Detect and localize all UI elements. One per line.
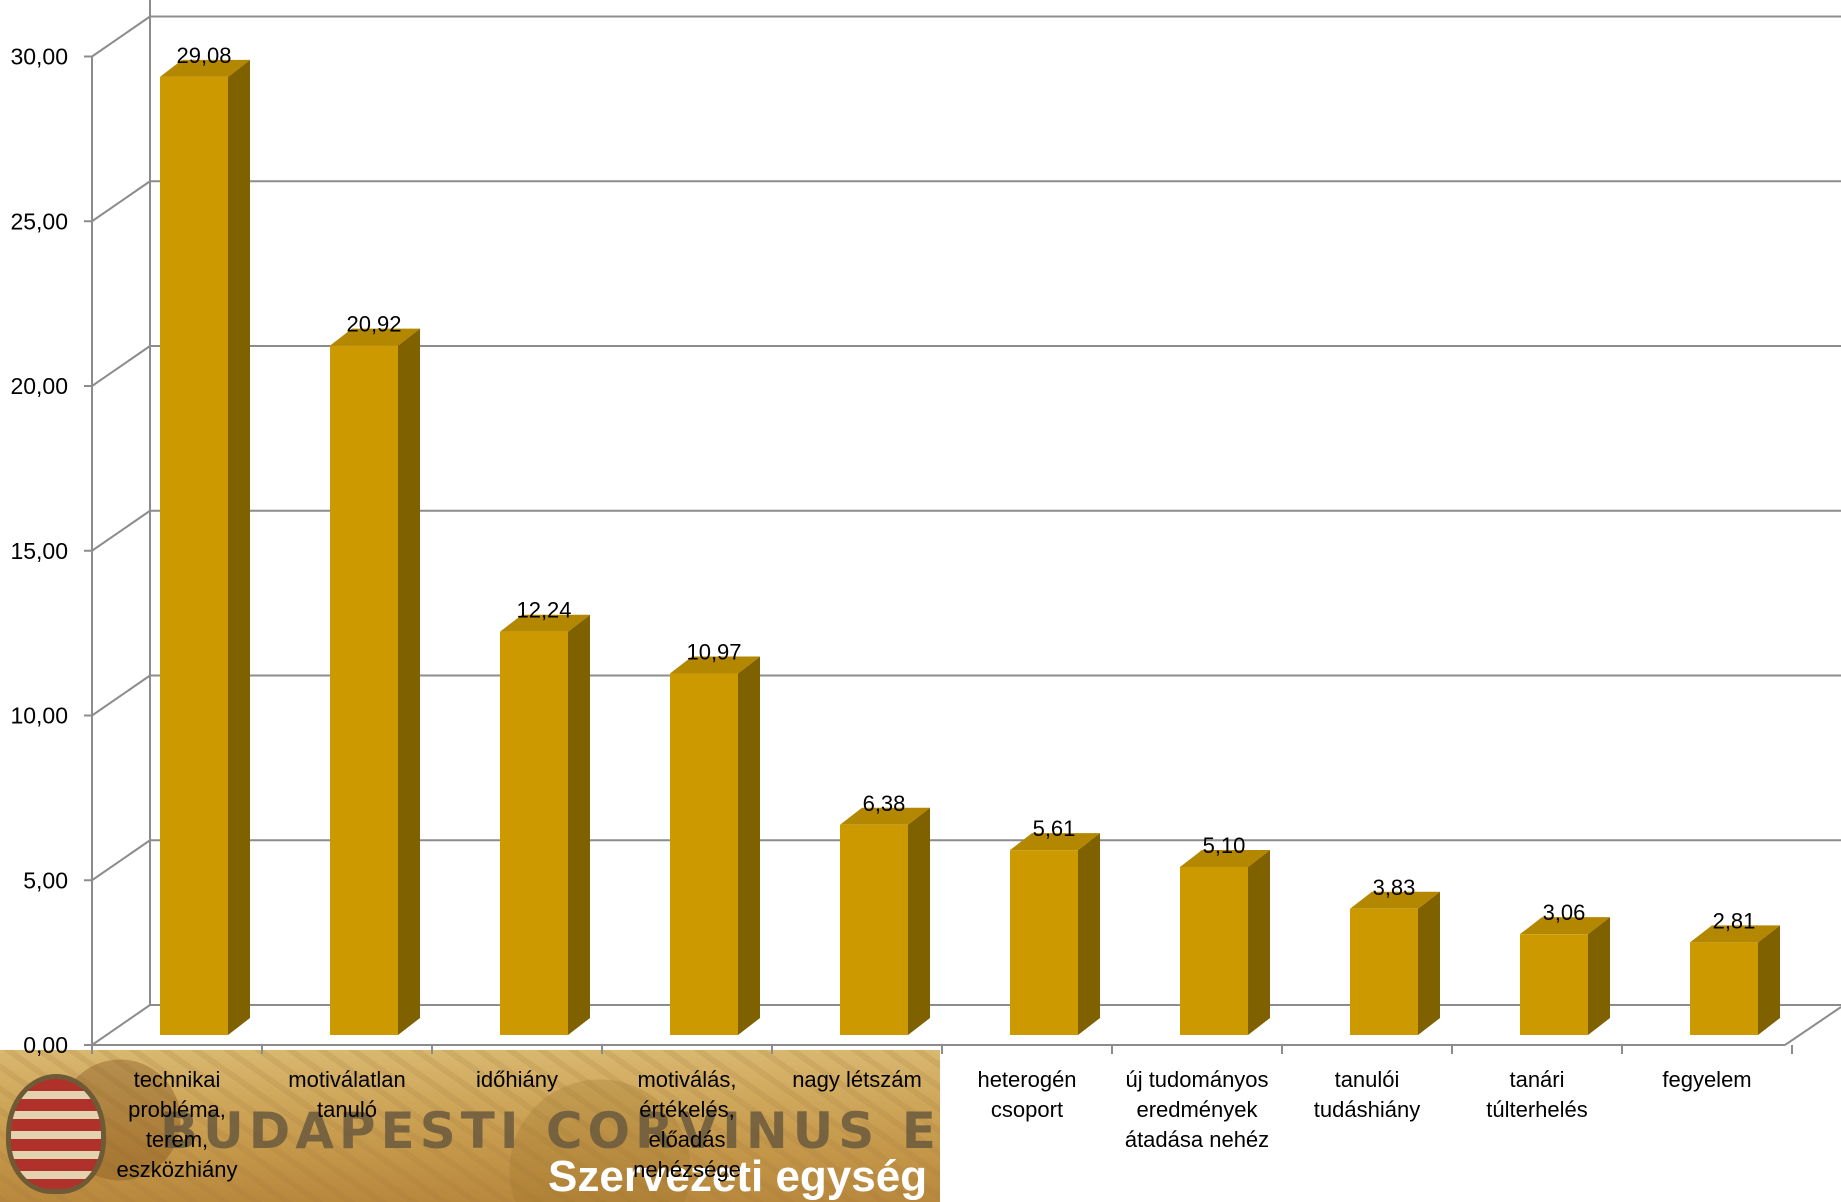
floor-depth — [1784, 1006, 1841, 1046]
data-label: 2,81 — [1713, 908, 1756, 933]
bar-side — [1078, 833, 1100, 1035]
bar — [840, 824, 908, 1035]
bar — [1180, 866, 1248, 1035]
y-tick-label: 30,00 — [10, 44, 68, 70]
y-tick-label: 25,00 — [10, 208, 68, 234]
y-tick-label: 15,00 — [10, 538, 68, 564]
bar — [1010, 850, 1078, 1035]
bar-top — [1180, 849, 1270, 867]
y-tick-label: 10,00 — [10, 703, 68, 729]
bar-top — [500, 614, 590, 632]
data-label: 3,06 — [1543, 900, 1586, 925]
data-label: 20,92 — [346, 312, 401, 337]
bar — [1690, 942, 1758, 1035]
x-tick-label: új tudományos eredmények átadása nehéz — [1125, 1067, 1269, 1152]
bar-side — [228, 59, 250, 1035]
y-tick-label: 0,00 — [23, 1032, 68, 1058]
data-label: 5,10 — [1203, 833, 1246, 858]
banner-title: BUDAPESTI CORVINUS EGYETEM — [160, 1102, 940, 1160]
x-tick-label: motiválatlan tanuló — [288, 1067, 405, 1122]
x-tick-label: tanulói tudáshiány — [1314, 1067, 1420, 1122]
gridline-depth — [91, 180, 151, 223]
data-label: 10,97 — [686, 640, 741, 665]
x-tick-label: tanári túlterhelés — [1486, 1067, 1588, 1122]
bar-top — [330, 328, 420, 346]
bar-top — [160, 59, 250, 77]
data-label: 12,24 — [516, 598, 571, 623]
gridline-depth — [91, 674, 151, 717]
x-tick-label: időhiány — [476, 1067, 558, 1092]
gridline-depth — [91, 345, 151, 387]
gridline-depth — [91, 1004, 151, 1046]
gridline-depth — [91, 839, 151, 882]
y-tick-label: 20,00 — [10, 373, 68, 399]
gridline-depth — [91, 509, 151, 552]
data-label: 5,61 — [1033, 816, 1076, 841]
university-seal-icon — [6, 1074, 106, 1194]
bar — [160, 76, 228, 1035]
bar-side — [908, 807, 930, 1035]
data-label: 6,38 — [863, 791, 906, 816]
bar-side — [1588, 917, 1610, 1035]
x-tick-label: technikai probléma, terem, eszközhiány — [116, 1067, 237, 1182]
banner-subtitle: Szervezeti egység — [548, 1152, 928, 1201]
x-tick-label: heterogén csoport — [977, 1067, 1076, 1122]
bar-top — [840, 807, 930, 825]
x-tick-label: nagy létszám — [792, 1067, 922, 1092]
bar — [500, 631, 568, 1035]
bar-side — [398, 328, 420, 1035]
data-label: 3,83 — [1373, 875, 1416, 900]
bar-top — [1350, 891, 1440, 909]
footer-banner: BUDAPESTI CORVINUS EGYETEM Szervezeti eg… — [0, 1050, 940, 1202]
data-label: 29,08 — [176, 43, 231, 68]
bar — [1520, 934, 1588, 1035]
bar-side — [1418, 891, 1440, 1035]
gridline-depth — [91, 15, 151, 58]
bar — [1350, 908, 1418, 1035]
bar-top — [670, 656, 760, 674]
bar-top — [1010, 833, 1100, 851]
bar-side — [738, 656, 760, 1035]
bar-side — [1758, 925, 1780, 1035]
x-tick-label: fegyelem — [1662, 1067, 1751, 1092]
x-tick-label: motiválás, értékelés, előadás nehézsége — [633, 1067, 741, 1182]
bar-top — [1690, 925, 1780, 943]
bar — [670, 673, 738, 1035]
bar-top — [1520, 917, 1610, 935]
bar-side — [1248, 849, 1270, 1035]
bar — [330, 345, 398, 1035]
y-tick-label: 5,00 — [23, 867, 68, 893]
bar-side — [568, 614, 590, 1035]
